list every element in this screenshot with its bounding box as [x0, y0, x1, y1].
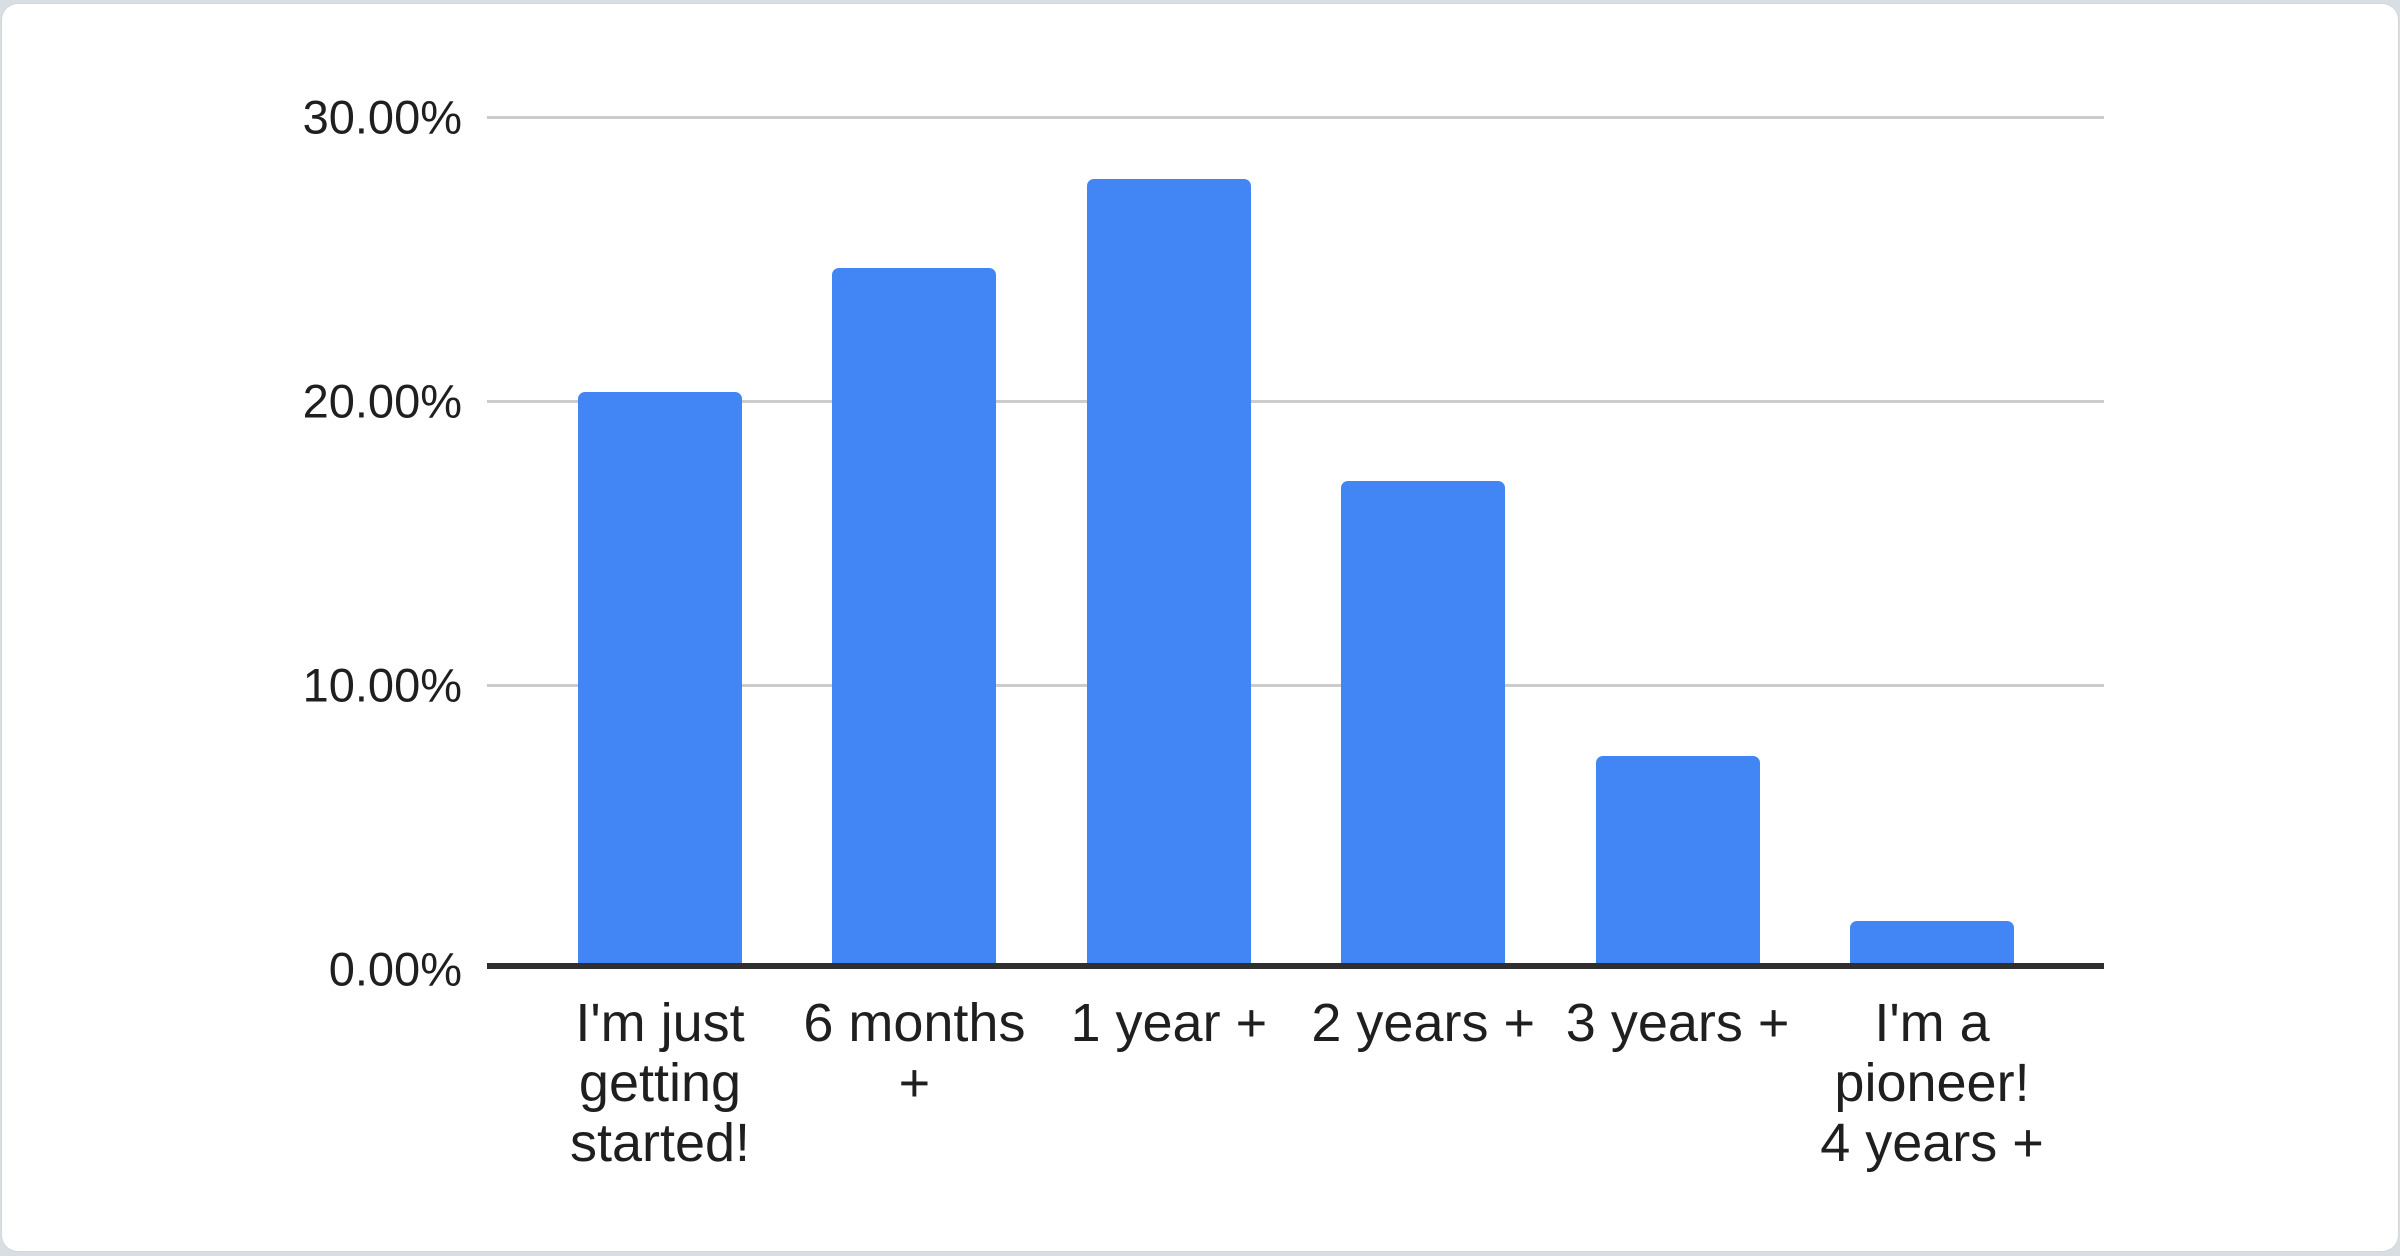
chart-bar[interactable]	[1086, 179, 1251, 969]
gridline	[487, 115, 2104, 119]
x-axis-category-label: I'm a pioneer! 4 years +	[1820, 993, 2044, 1173]
y-axis-tick-label: 0.00%	[328, 942, 462, 996]
x-axis-category-label: 3 years +	[1565, 993, 1790, 1053]
x-axis-category-label: 2 years +	[1311, 993, 1535, 1053]
chart-bar[interactable]	[578, 392, 742, 969]
gridline	[487, 399, 2104, 403]
chart-bar[interactable]	[832, 267, 997, 969]
y-axis-tick-label: 30.00%	[302, 90, 462, 144]
y-axis-tick-label: 10.00%	[302, 658, 462, 712]
x-axis-line	[487, 963, 2104, 969]
x-axis-category-label: 6 months +	[803, 993, 1026, 1113]
plot-area	[487, 115, 2104, 969]
chart-bar[interactable]	[1341, 480, 1506, 969]
gridline	[487, 683, 2104, 687]
y-axis-tick-label: 20.00%	[302, 374, 462, 428]
chart-bar[interactable]	[1595, 756, 1760, 969]
x-axis-category-label: I'm just getting started!	[569, 993, 751, 1173]
x-axis-category-label: 1 year +	[1070, 993, 1268, 1053]
chart-bar[interactable]	[1850, 920, 2014, 969]
